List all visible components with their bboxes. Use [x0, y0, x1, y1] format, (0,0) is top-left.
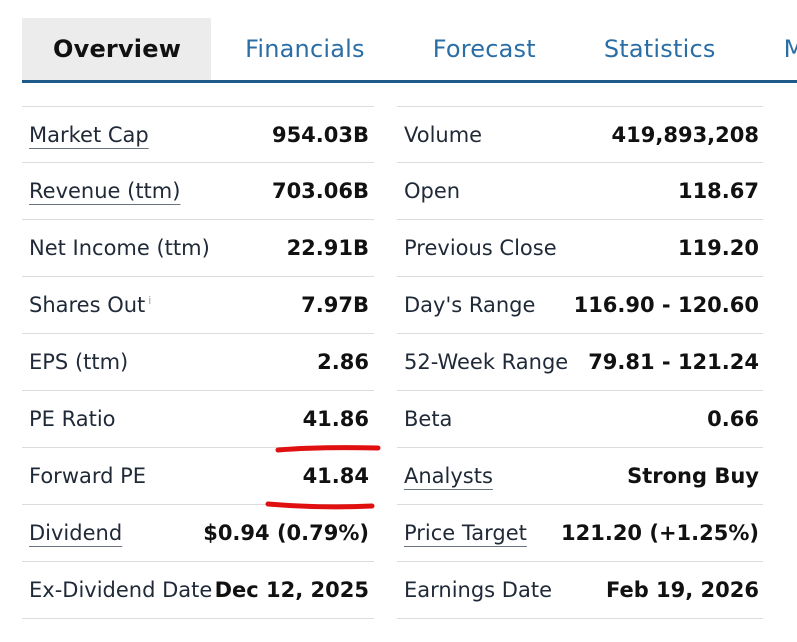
days-range-value: 116.90 - 120.60 [573, 293, 759, 317]
days-range-label: Day's Range [404, 293, 536, 317]
volume-value: 419,893,208 [611, 122, 759, 147]
shares-out-label: Shares Out i [22, 293, 151, 317]
open-label: Open [404, 179, 461, 203]
shares-out-label-text: Shares Out [29, 293, 146, 317]
table-row-market-cap: Market Cap 954.03B [22, 106, 374, 163]
market-cap-link[interactable]: Market Cap [29, 122, 149, 147]
table-row-net-income: Net Income (ttm) 22.91B [22, 220, 374, 277]
revenue-value: 703.06B [271, 179, 369, 203]
tab-forecast[interactable]: Forecast [432, 35, 536, 63]
ex-dividend-date-value: Dec 12, 2025 [214, 578, 369, 602]
net-income-value: 22.91B [286, 236, 369, 260]
table-row-price-target: Price Target 121.20 (+1.25%) [397, 505, 763, 562]
net-income-label: Net Income (ttm) [29, 236, 210, 260]
table-row-previous-close: Previous Close 119.20 [397, 220, 763, 277]
table-row-dividend: Dividend $0.94 (0.79%) [22, 505, 374, 562]
shares-out-value: 7.97B [301, 293, 369, 317]
previous-close-label: Previous Close [404, 236, 557, 260]
pe-ratio-label: PE Ratio [29, 407, 116, 431]
table-row-pe-ratio: PE Ratio 41.86 [22, 391, 374, 448]
market-cap-value: 954.03B [271, 122, 369, 147]
beta-value: 0.66 [707, 407, 759, 431]
tab-bar: Overview Financials Forecast Statistics … [22, 18, 797, 83]
table-row-52-week-range: 52-Week Range 79.81 - 121.24 [397, 334, 763, 391]
dividend-link[interactable]: Dividend [29, 521, 123, 545]
table-row-ex-dividend-date: Ex-Dividend Date Dec 12, 2025 [22, 562, 374, 619]
price-target-value: 121.20 (+1.25%) [561, 521, 759, 545]
table-row-beta: Beta 0.66 [397, 391, 763, 448]
52-week-range-value: 79.81 - 121.24 [588, 350, 759, 374]
beta-label: Beta [404, 407, 453, 431]
tab-financials[interactable]: Financials [245, 35, 365, 63]
tab-metrics[interactable]: Metrics [750, 18, 797, 80]
analysts-link[interactable]: Analysts [404, 464, 493, 488]
open-value: 118.67 [677, 179, 759, 203]
earnings-date-value: Feb 19, 2026 [605, 578, 759, 602]
eps-label: EPS (ttm) [29, 350, 129, 374]
table-row-earnings-date: Earnings Date Feb 19, 2026 [397, 562, 763, 619]
earnings-date-label: Earnings Date [404, 578, 552, 602]
dividend-value: $0.94 (0.79%) [203, 521, 369, 545]
table-row-revenue: Revenue (ttm) 703.06B [22, 163, 374, 220]
previous-close-value: 119.20 [677, 236, 759, 260]
revenue-link[interactable]: Revenue (ttm) [29, 179, 181, 203]
table-row-shares-out: Shares Out i 7.97B [22, 277, 374, 334]
overview-table-left: Market Cap 954.03B Revenue (ttm) 703.06B… [22, 106, 374, 619]
tab-statistics[interactable]: Statistics [603, 35, 716, 63]
forward-pe-label: Forward PE [29, 464, 147, 488]
price-target-link[interactable]: Price Target [404, 521, 527, 545]
table-row-analysts: Analysts Strong Buy [397, 448, 763, 505]
overview-table-right: Volume 419,893,208 Open 118.67 Previous … [397, 106, 763, 619]
tab-overview[interactable]: Overview [22, 18, 212, 80]
table-row-days-range: Day's Range 116.90 - 120.60 [397, 277, 763, 334]
52-week-range-label: 52-Week Range [404, 350, 569, 374]
table-row-forward-pe: Forward PE 41.84 [22, 448, 374, 505]
analysts-value: Strong Buy [627, 464, 759, 488]
table-row-eps: EPS (ttm) 2.86 [22, 334, 374, 391]
forward-pe-value: 41.84 [302, 464, 369, 488]
table-row-open: Open 118.67 [397, 163, 763, 220]
volume-label: Volume [404, 122, 483, 147]
eps-value: 2.86 [317, 350, 369, 374]
info-icon[interactable]: i [148, 294, 152, 307]
table-row-volume: Volume 419,893,208 [397, 106, 763, 163]
pe-ratio-value: 41.86 [302, 407, 369, 431]
ex-dividend-date-label: Ex-Dividend Date [29, 578, 213, 602]
